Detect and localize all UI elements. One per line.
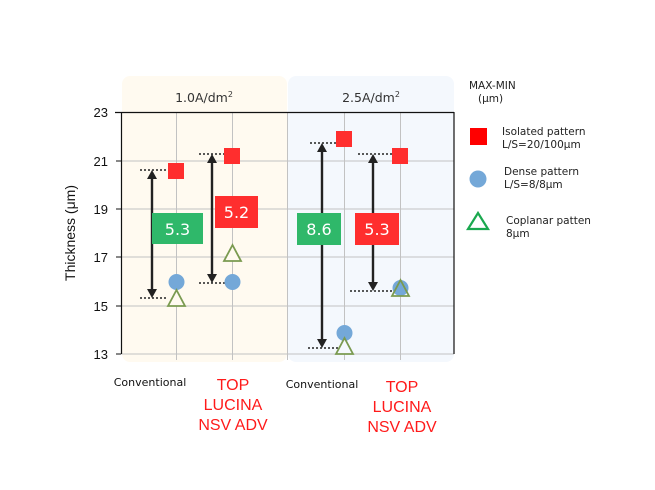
- svg-text:(μm): (μm): [478, 93, 503, 105]
- svg-text:Conventional: Conventional: [114, 376, 187, 389]
- panel-title-1: 1.0A/dm2: [175, 90, 233, 105]
- triangle-marker: [166, 288, 187, 307]
- legend-circle-icon: [469, 170, 487, 188]
- dotted-lines: [140, 142, 392, 349]
- svg-text:5.2: 5.2: [224, 203, 249, 222]
- svg-text:NSV ADV: NSV ADV: [198, 417, 268, 434]
- category-labels: Conventional TOP LUCINA NSV ADV Conventi…: [114, 376, 437, 436]
- svg-text:5.3: 5.3: [165, 220, 190, 239]
- panel-background-1: [122, 76, 287, 362]
- legend: MAX-MIN (μm) Isolated pattern L/S=20/100…: [466, 80, 591, 240]
- panel-title-2: 2.5A/dm2: [342, 90, 400, 105]
- triangle-marker: [222, 243, 243, 262]
- series-dense: [168, 274, 409, 341]
- svg-text:L/S=20/100μm: L/S=20/100μm: [502, 139, 581, 151]
- svg-text:MAX-MIN: MAX-MIN: [469, 80, 516, 92]
- y-tick-labels: 23 21 19 17 15 13: [94, 105, 108, 362]
- svg-text:5.3: 5.3: [364, 220, 389, 239]
- triangle-marker: [390, 278, 411, 297]
- svg-text:17: 17: [94, 250, 108, 265]
- svg-text:15: 15: [94, 299, 108, 314]
- svg-text:Isolated pattern: Isolated pattern: [502, 126, 586, 138]
- series-isolated: [168, 131, 408, 179]
- range-box-1: 5.3: [152, 213, 203, 244]
- circle-marker: [168, 274, 185, 290]
- triangle-marker: [334, 336, 355, 355]
- svg-text:Conventional: Conventional: [286, 378, 359, 391]
- square-marker: [224, 148, 240, 164]
- svg-text:L/S=8/8μm: L/S=8/8μm: [504, 179, 563, 191]
- circle-marker: [392, 280, 409, 296]
- svg-text:LUCINA: LUCINA: [373, 399, 432, 416]
- y-axis-label: Thickness (μm): [62, 185, 78, 281]
- range-box-3: 8.6: [297, 213, 341, 245]
- series-coplanar: [166, 243, 411, 355]
- svg-text:23: 23: [94, 105, 108, 120]
- svg-text:21: 21: [94, 154, 108, 169]
- square-marker: [336, 131, 352, 147]
- svg-text:19: 19: [94, 202, 108, 217]
- legend-square-icon: [470, 128, 487, 145]
- svg-text:Dense pattern: Dense pattern: [504, 166, 579, 178]
- grid: [121, 112, 454, 360]
- svg-text:NSV ADV: NSV ADV: [367, 419, 437, 436]
- y-ticks: [116, 160, 121, 355]
- svg-text:8μm: 8μm: [506, 228, 530, 240]
- svg-text:8.6: 8.6: [306, 220, 331, 239]
- range-box-2: 5.2: [215, 196, 258, 228]
- range-box-4: 5.3: [355, 213, 399, 245]
- square-marker: [392, 148, 408, 164]
- circle-marker: [336, 325, 353, 341]
- legend-triangle-icon: [466, 210, 490, 231]
- circle-marker: [224, 274, 241, 290]
- svg-text:LUCINA: LUCINA: [204, 397, 263, 414]
- svg-text:TOP: TOP: [217, 377, 250, 394]
- svg-text:TOP: TOP: [386, 379, 419, 396]
- square-marker: [168, 163, 184, 179]
- svg-text:Coplanar patten: Coplanar patten: [506, 215, 591, 227]
- svg-text:13: 13: [94, 347, 108, 362]
